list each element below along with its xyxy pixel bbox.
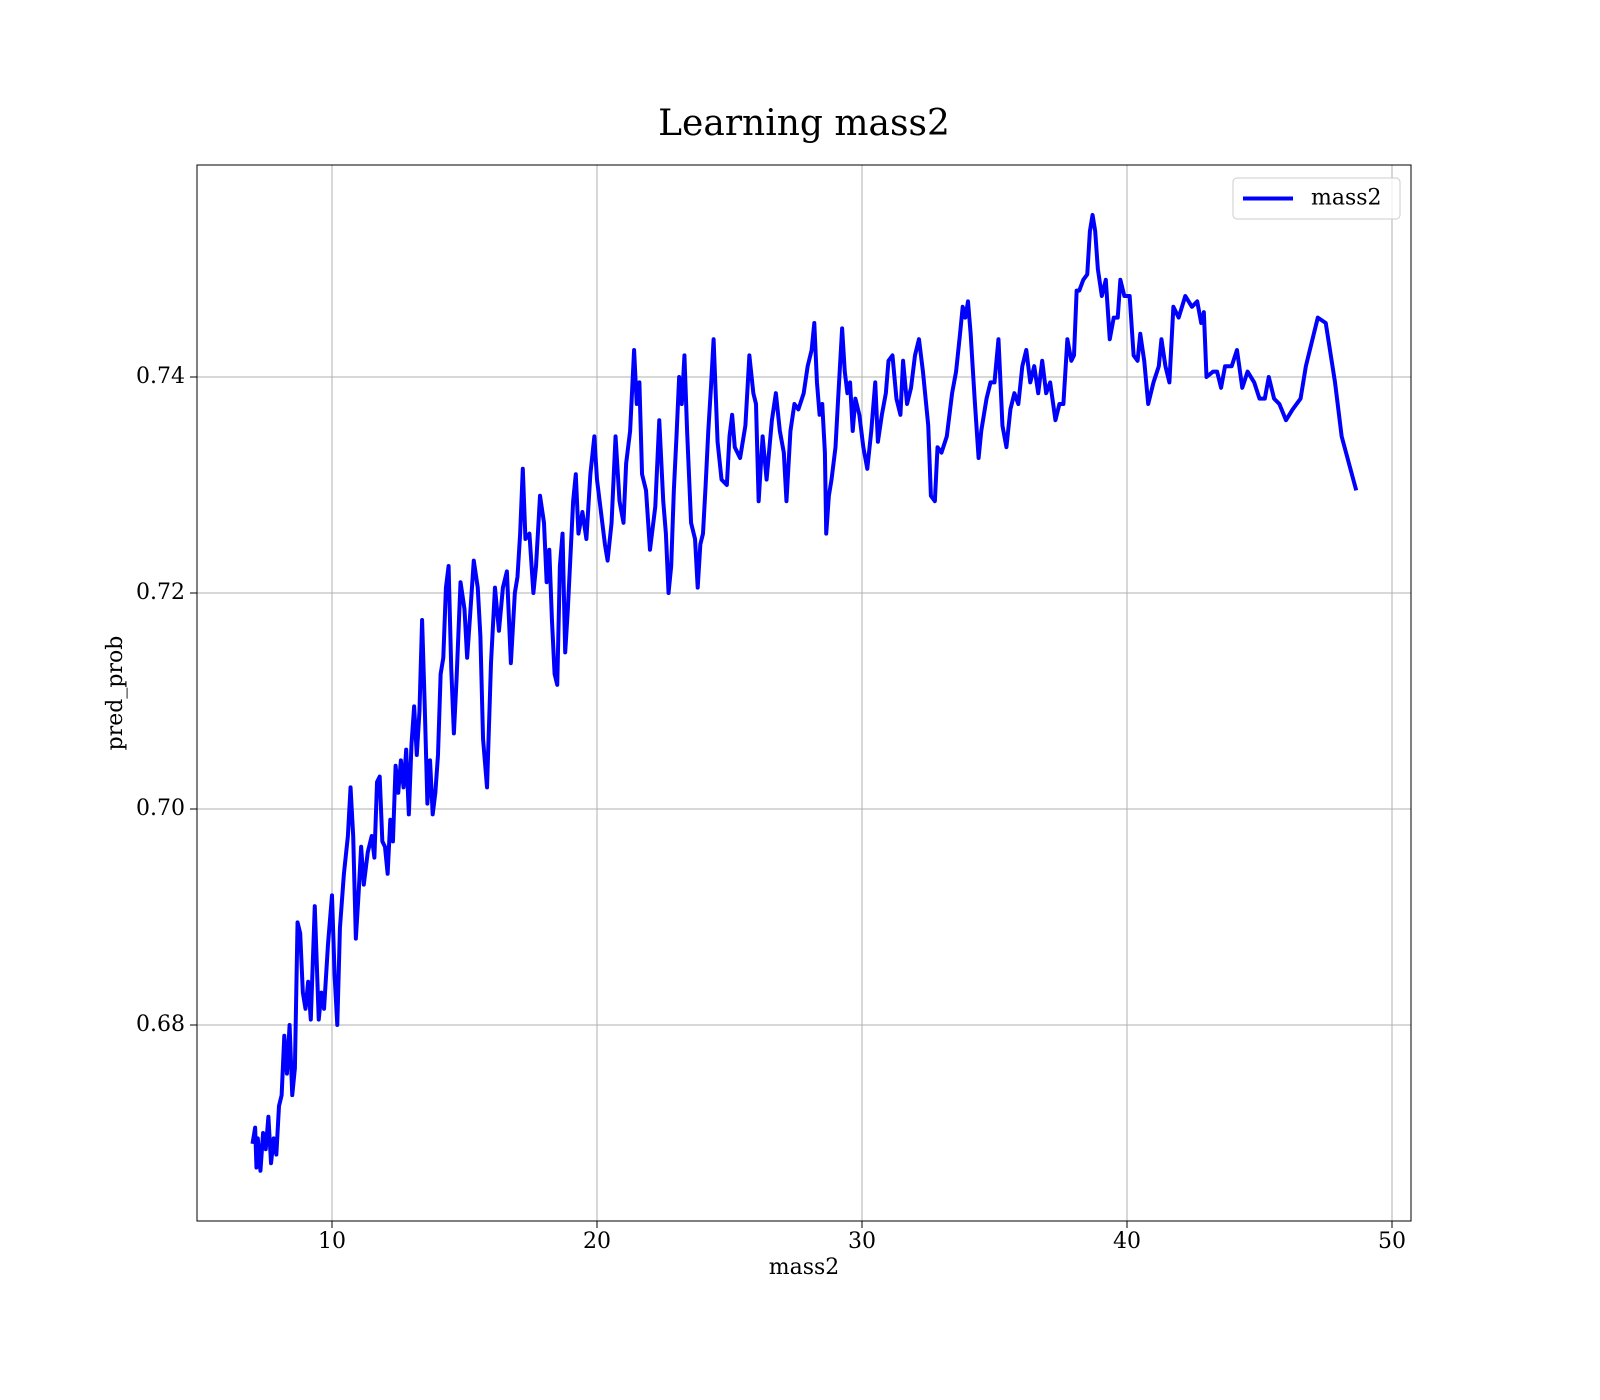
- x-axis-label: mass2: [769, 1255, 840, 1280]
- x-tick-label: 30: [848, 1229, 876, 1254]
- chart-title: Learning mass2: [658, 103, 950, 144]
- x-tick-label: 10: [318, 1229, 346, 1254]
- x-tick-label: 20: [583, 1229, 611, 1254]
- y-tick-label: 0.74: [136, 364, 185, 389]
- y-tick-label: 0.68: [136, 1012, 185, 1037]
- x-tick-label: 40: [1113, 1229, 1141, 1254]
- y-axis-label: pred_prob: [103, 636, 128, 751]
- y-tick-label: 0.70: [136, 796, 185, 821]
- legend-box: [1232, 177, 1401, 220]
- plot-frame: [196, 164, 1412, 1222]
- x-tick-label: 50: [1378, 1229, 1406, 1254]
- y-tick-label: 0.72: [136, 580, 185, 605]
- legend-label: mass2: [1311, 186, 1382, 211]
- line-series: [250, 213, 1359, 1173]
